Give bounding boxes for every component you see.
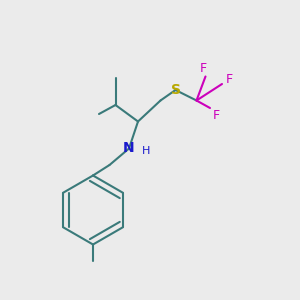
Text: F: F bbox=[212, 109, 220, 122]
Text: F: F bbox=[226, 73, 233, 86]
Text: N: N bbox=[123, 142, 135, 155]
Text: H: H bbox=[142, 146, 151, 157]
Text: F: F bbox=[200, 62, 207, 76]
Text: S: S bbox=[170, 83, 181, 97]
